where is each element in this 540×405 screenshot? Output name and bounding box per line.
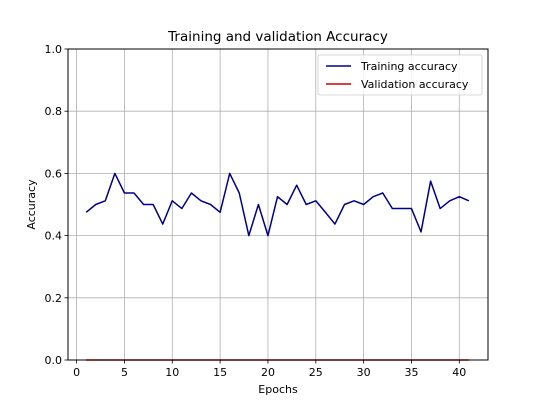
- legend: Training accuracy Validation accuracy: [317, 54, 483, 96]
- x-tick-label: 30: [357, 366, 371, 379]
- x-axis-label: Epochs: [258, 383, 298, 396]
- x-tick-label: 15: [213, 366, 227, 379]
- x-tick-label: 5: [121, 366, 128, 379]
- x-tick-label: 20: [261, 366, 275, 379]
- legend-label-validation: Validation accuracy: [361, 78, 469, 91]
- x-tick-label: 35: [404, 366, 418, 379]
- x-tick-label: 0: [73, 366, 80, 379]
- y-tick-label: 0.0: [45, 354, 63, 367]
- axis-ticks: 0 5 10 15 20 25 30 35 40 0.0 0.2 0.4 0.6 0.8 1.0: [45, 43, 467, 379]
- y-tick-label: 0.2: [45, 292, 63, 305]
- legend-label-training: Training accuracy: [360, 60, 458, 73]
- y-tick-label: 0.6: [45, 167, 63, 180]
- legend-box: [317, 54, 483, 96]
- plot-frame: [67, 48, 489, 361]
- x-tick-label: 10: [165, 366, 179, 379]
- y-tick-label: 1.0: [45, 43, 63, 56]
- x-tick-label: 25: [309, 366, 323, 379]
- y-axis-label: Accuracy: [25, 179, 38, 230]
- chart-title: Training and validation Accuracy: [167, 29, 388, 45]
- training-accuracy-line: [85, 172, 470, 237]
- x-tick-label: 40: [452, 366, 466, 379]
- y-tick-label: 0.4: [45, 230, 63, 243]
- y-tick-label: 0.8: [45, 105, 63, 118]
